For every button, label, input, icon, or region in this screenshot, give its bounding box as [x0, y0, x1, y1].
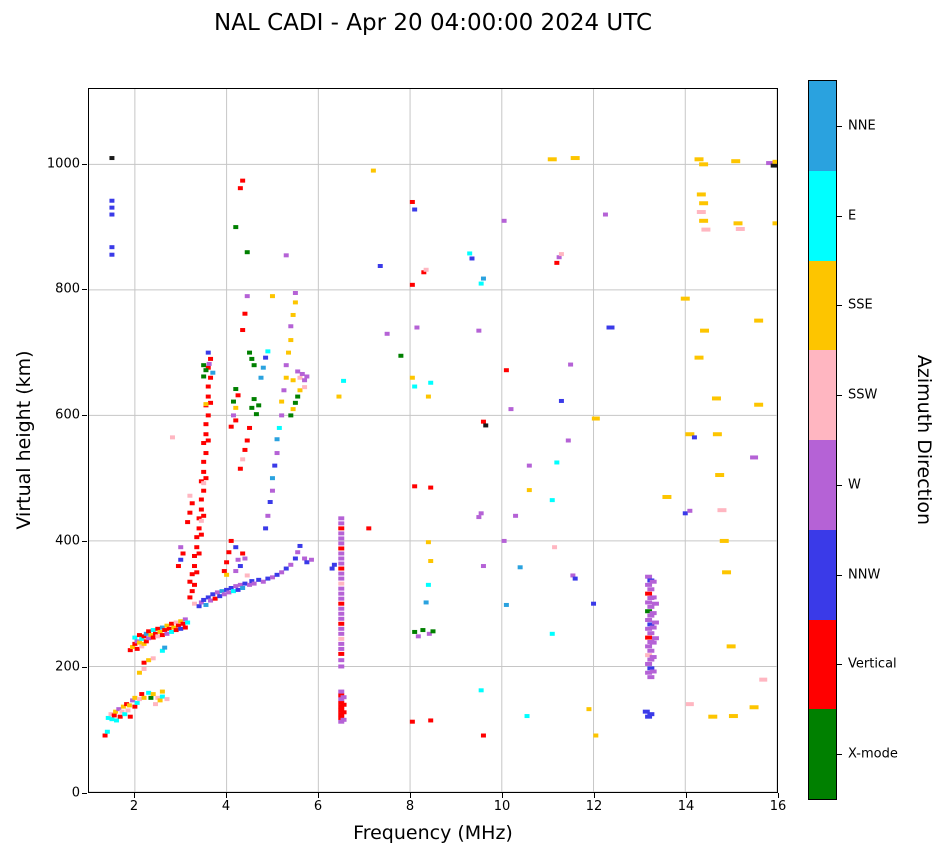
plot-area — [88, 88, 778, 793]
colorbar-tick-label: SSE — [848, 297, 873, 313]
x-tick-mark — [502, 793, 503, 798]
scatter-plot-svg — [89, 89, 777, 792]
x-tick-mark — [318, 793, 319, 798]
colorbar-tick-label: W — [848, 477, 861, 493]
colorbar-segment-e — [809, 170, 836, 261]
x-tick-mark — [686, 793, 687, 798]
x-tick-mark — [778, 793, 779, 798]
colorbar-tick-mark — [837, 754, 842, 756]
colorbar-tick-label: NNE — [848, 118, 876, 134]
x-tick-mark — [134, 793, 135, 798]
colorbar-segment-ssw — [809, 350, 836, 440]
y-tick-label: 200 — [55, 659, 80, 675]
y-tick-label: 800 — [55, 281, 80, 297]
chart-title: NAL CADI - Apr 20 04:00:00 2024 UTC — [214, 10, 652, 36]
colorbar-tick-label: X-mode — [848, 746, 898, 762]
x-axis-label: Frequency (MHz) — [353, 822, 513, 844]
colorbar-tick-mark — [837, 125, 842, 127]
colorbar-tick-mark — [837, 395, 842, 397]
colorbar-segment-sse — [809, 260, 836, 351]
x-tick-mark — [594, 793, 595, 798]
y-tick-mark — [82, 163, 87, 165]
colorbar-segment-nnw — [809, 529, 836, 620]
y-tick-label: 1000 — [46, 156, 80, 172]
y-axis-label: Virtual height (km) — [13, 350, 35, 530]
colorbar-tick-label: E — [848, 208, 857, 224]
x-tick-label: 14 — [677, 799, 695, 814]
colorbar-tick-mark — [837, 484, 842, 486]
gridlines — [89, 89, 777, 792]
colorbar-tick-mark — [837, 215, 842, 217]
y-tick-mark — [82, 667, 87, 669]
colorbar-tick-mark — [837, 574, 842, 576]
x-tick-mark — [226, 793, 227, 798]
x-tick-label: 12 — [585, 799, 603, 814]
y-tick-mark — [82, 541, 87, 543]
azimuth-colorbar — [808, 80, 837, 800]
x-tick-label: 16 — [769, 799, 787, 814]
x-tick-label: 4 — [221, 799, 231, 814]
x-tick-mark — [410, 793, 411, 798]
x-tick-label: 8 — [405, 799, 415, 814]
colorbar-segment-w — [809, 440, 836, 530]
colorbar-tick-mark — [837, 664, 842, 666]
y-tick-mark — [82, 415, 87, 417]
colorbar-tick-mark — [837, 305, 842, 307]
x-tick-label: 10 — [493, 799, 511, 814]
y-tick-mark — [82, 289, 87, 291]
y-tick-label: 0 — [71, 785, 80, 801]
x-tick-label: 2 — [129, 799, 139, 814]
colorbar-segment-vertical — [809, 619, 836, 710]
y-tick-mark — [82, 793, 87, 794]
colorbar-segment-x-mode — [809, 709, 836, 799]
colorbar-axis-label: Azimuth Direction — [913, 354, 935, 526]
y-tick-label: 600 — [55, 407, 80, 423]
y-tick-label: 400 — [55, 533, 80, 549]
colorbar-tick-label: NNW — [848, 567, 881, 583]
colorbar-segment-nne — [809, 81, 836, 171]
scatter-points — [102, 156, 777, 738]
colorbar-tick-label: SSW — [848, 387, 878, 403]
colorbar-tick-label: Vertical — [848, 656, 897, 672]
x-tick-label: 6 — [313, 799, 323, 814]
